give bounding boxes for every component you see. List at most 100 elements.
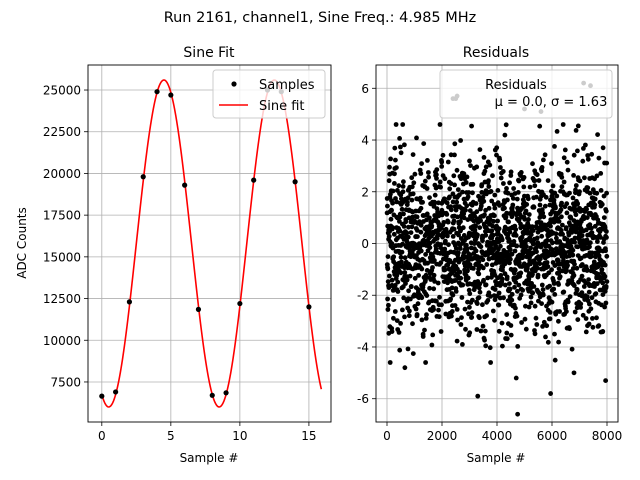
x-tick-label: 15	[301, 429, 316, 443]
residual-point	[466, 311, 471, 317]
residual-point	[465, 217, 471, 223]
residual-point	[392, 309, 398, 314]
residual-point	[477, 225, 483, 231]
residual-point	[528, 245, 533, 251]
residual-point	[432, 192, 438, 198]
residual-point	[387, 273, 392, 279]
residual-point	[390, 188, 396, 194]
residual-point	[550, 240, 555, 246]
residual-point	[398, 321, 403, 326]
residual-point	[598, 188, 604, 193]
residual-point	[467, 291, 473, 297]
residual-point	[575, 317, 581, 322]
residual-point	[497, 295, 503, 301]
x-tick-label: 0	[383, 429, 391, 443]
residual-outlier-point	[513, 375, 519, 381]
sine-fit-axes: Sine Fit 0 5 10 15 7500 10000 12500 15000 17500 2…	[15, 45, 332, 465]
residual-point	[401, 224, 407, 229]
residual-point	[498, 243, 503, 249]
residual-point	[539, 165, 545, 170]
residual-point	[600, 145, 606, 151]
residual-point	[391, 231, 397, 237]
x-tick-label: 4000	[482, 429, 513, 443]
residual-point	[410, 191, 416, 197]
residual-point	[554, 129, 560, 134]
residual-point	[482, 168, 488, 174]
residual-point	[507, 229, 513, 235]
y-tick-label: 17500	[43, 209, 81, 223]
residual-point	[390, 225, 395, 230]
residual-point	[410, 152, 416, 158]
residual-point	[507, 180, 512, 186]
residual-point	[520, 251, 526, 256]
residual-point	[448, 181, 454, 187]
residual-point	[461, 215, 467, 221]
residual-point	[563, 250, 568, 256]
residual-point	[503, 214, 509, 220]
residual-point	[586, 321, 592, 327]
residual-point	[473, 248, 479, 254]
y-tick-label: 25000	[43, 84, 81, 98]
residual-point	[588, 306, 594, 312]
residual-outlier-point	[402, 365, 408, 371]
residual-point	[594, 173, 600, 179]
sample-point	[292, 179, 298, 185]
residual-point	[545, 339, 551, 345]
residual-point	[427, 195, 432, 201]
residual-point	[585, 185, 591, 191]
residual-point	[392, 181, 397, 186]
residual-point	[483, 282, 489, 288]
residual-point	[406, 288, 411, 294]
residual-point	[573, 127, 579, 133]
residual-point	[480, 323, 486, 329]
residual-point	[592, 196, 598, 202]
sine-fit-legend-box	[212, 69, 326, 119]
residual-point	[557, 274, 563, 279]
residual-point	[453, 246, 459, 251]
residuals-legend: Residuals μ = 0.0, σ = 1.63	[439, 69, 613, 119]
residual-point	[419, 161, 424, 167]
y-tick-label: 7500	[50, 375, 81, 389]
residual-point	[589, 151, 595, 157]
y-tick-label: 10000	[43, 334, 81, 348]
residual-point	[551, 281, 557, 286]
residual-point	[600, 292, 606, 297]
residual-point	[399, 206, 405, 212]
residual-point	[467, 158, 472, 164]
residual-point	[402, 142, 407, 148]
residual-point	[432, 279, 437, 284]
residual-point	[595, 239, 600, 245]
residual-point	[408, 284, 414, 289]
residual-point	[497, 203, 502, 208]
residual-point	[450, 234, 456, 239]
residual-point	[457, 192, 462, 198]
residual-point	[460, 342, 465, 347]
y-tick-label: 20000	[43, 167, 81, 181]
residual-point	[485, 298, 491, 303]
residual-point	[418, 248, 424, 254]
residual-point	[497, 157, 503, 163]
residual-point	[587, 190, 593, 196]
residual-point	[572, 235, 578, 241]
residual-point	[572, 239, 577, 245]
residual-point	[388, 156, 393, 162]
residual-point	[599, 202, 605, 207]
residual-point	[507, 239, 513, 244]
residual-point	[513, 279, 519, 285]
residual-point	[391, 297, 397, 302]
residual-point	[426, 170, 431, 175]
residual-point	[451, 173, 457, 179]
residual-point	[473, 223, 478, 229]
residual-point	[449, 309, 455, 314]
residual-point	[451, 226, 457, 232]
residual-point	[553, 231, 559, 237]
residual-point	[564, 309, 569, 314]
residual-point	[535, 265, 540, 271]
residual-point	[534, 322, 540, 327]
residual-outlier-point	[475, 393, 481, 399]
y-tick-label: -2	[357, 289, 369, 303]
residual-point	[589, 250, 595, 256]
residual-point	[468, 163, 473, 169]
residual-point	[467, 330, 473, 336]
residual-point	[595, 132, 600, 138]
